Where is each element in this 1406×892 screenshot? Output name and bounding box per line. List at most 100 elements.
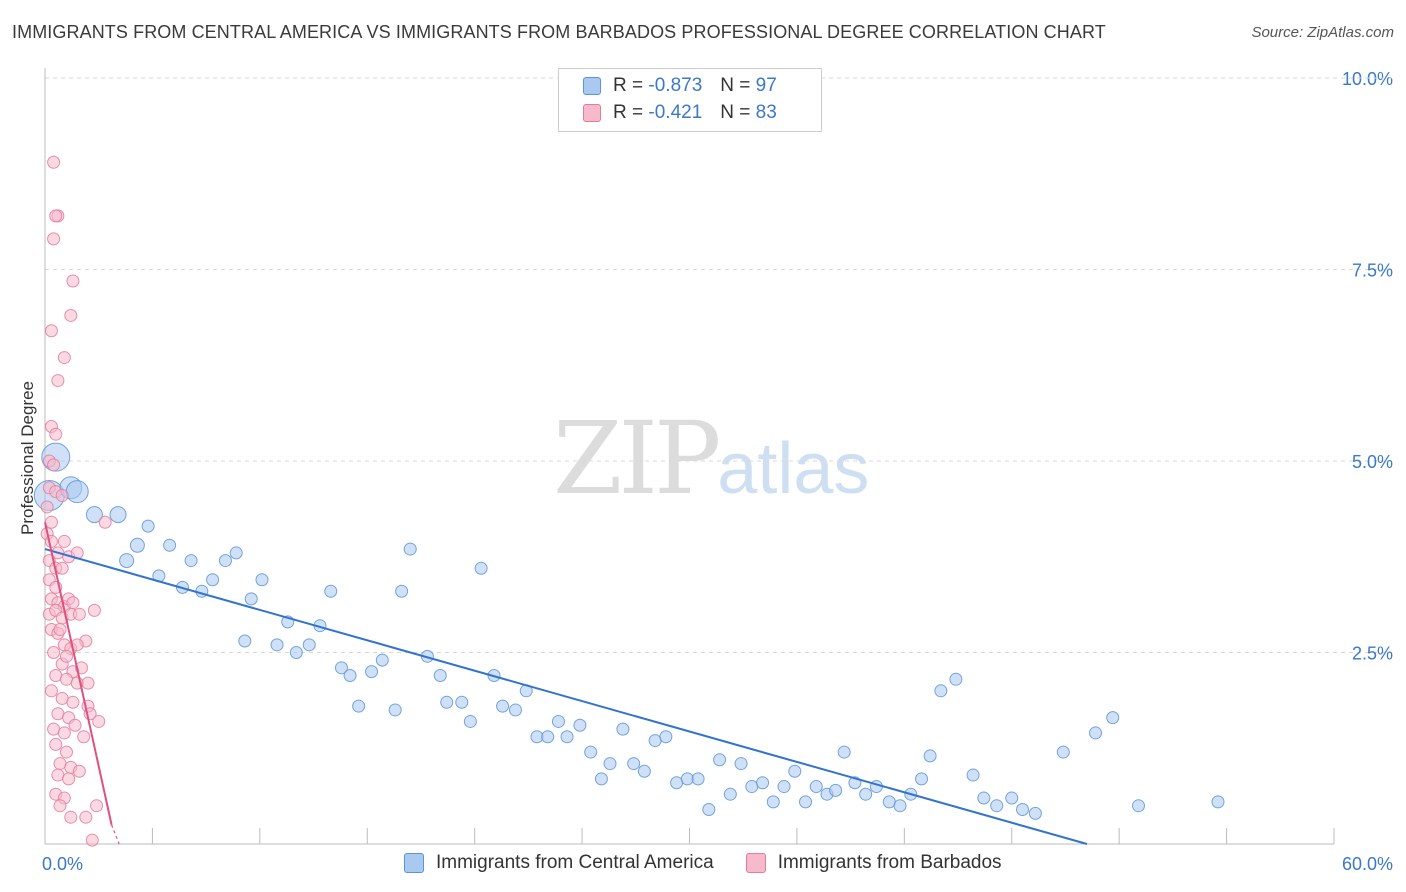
point-central-america (799, 795, 813, 809)
x-tick-label-max: 60.0% (1342, 854, 1393, 874)
point-central-america (388, 703, 402, 717)
legend-swatch-pink (583, 104, 601, 122)
point-central-america (218, 554, 232, 568)
point-central-america (923, 749, 937, 763)
point-central-america (334, 661, 348, 675)
point-barbados (66, 596, 80, 610)
point-barbados (87, 603, 101, 617)
point-central-america (670, 776, 684, 790)
legend-r-value: -0.421 (648, 102, 703, 123)
y-tick-label: 2.5% (1352, 644, 1393, 664)
point-central-america (65, 480, 89, 504)
legend-r-value: -0.873 (648, 75, 703, 96)
point-barbados (59, 649, 73, 663)
point-barbados (55, 488, 69, 502)
point-barbados (53, 757, 67, 771)
point-barbados (44, 684, 58, 698)
legend-r-label: R = (613, 75, 644, 96)
y-tick-label: 7.5% (1352, 261, 1393, 281)
point-central-america (603, 757, 617, 771)
point-central-america (184, 554, 198, 568)
legend-item-barbados[interactable]: Immigrants from Barbados (745, 852, 1002, 874)
point-central-america (403, 542, 417, 556)
point-central-america (206, 573, 220, 587)
point-central-america (966, 768, 980, 782)
legend-label: Immigrants from Barbados (777, 852, 1002, 873)
point-central-america (809, 780, 823, 794)
point-barbados (51, 374, 65, 388)
point-central-america (455, 695, 469, 709)
point-barbados (49, 668, 63, 682)
point-central-america (680, 772, 694, 786)
point-barbados (51, 768, 65, 782)
point-barbados (51, 707, 65, 721)
point-barbados (72, 764, 86, 778)
point-barbados (47, 458, 61, 472)
point-central-america (837, 745, 851, 759)
point-central-america (691, 772, 705, 786)
legend-label: Immigrants from Central America (436, 852, 714, 873)
point-central-america (915, 772, 929, 786)
point-central-america (474, 561, 488, 575)
point-barbados (44, 324, 58, 338)
point-central-america (1132, 799, 1146, 813)
point-central-america (859, 787, 873, 801)
watermark-zip: ZIP (553, 400, 721, 517)
series-legend: Immigrants from Central America Immigran… (404, 852, 1034, 874)
legend-item-central-america[interactable]: Immigrants from Central America (404, 852, 714, 874)
point-barbados (49, 737, 63, 751)
point-central-america (541, 730, 555, 744)
point-central-america (893, 799, 907, 813)
stats-legend: R = -0.873 N = 97 R = -0.421 N = 83 (558, 68, 822, 132)
legend-swatch-blue (404, 853, 424, 873)
trendline-barbados-extension (111, 824, 120, 845)
point-barbados (66, 274, 80, 288)
source-label: Source: ZipAtlas.com (1251, 24, 1394, 41)
y-tick-label: 10.0% (1342, 69, 1393, 89)
legend-swatch-blue (583, 77, 601, 95)
legend-n-value: 83 (755, 102, 777, 123)
point-central-america (573, 718, 587, 732)
point-barbados (81, 676, 95, 690)
point-barbados (57, 726, 71, 740)
point-barbados (64, 810, 78, 824)
point-central-america (270, 638, 284, 652)
point-barbados (47, 155, 61, 169)
point-central-america (463, 714, 477, 728)
point-central-america (289, 646, 303, 659)
point-central-america (734, 757, 748, 771)
watermark: ZIPatlas (553, 400, 869, 517)
point-central-america (560, 730, 574, 744)
point-central-america (352, 699, 366, 713)
point-central-america (551, 714, 565, 728)
legend-n-label: N = (720, 102, 751, 123)
point-central-america (440, 695, 454, 709)
chart-title: IMMIGRANTS FROM CENTRAL AMERICA VS IMMIG… (12, 22, 1106, 42)
point-barbados (57, 351, 71, 365)
point-central-america (977, 791, 991, 805)
point-barbados (40, 500, 54, 514)
point-central-america (829, 783, 843, 797)
point-central-america (375, 653, 389, 667)
trendline-central-america (44, 548, 1088, 845)
point-central-america (530, 730, 544, 744)
point-barbados (72, 607, 86, 621)
point-central-america (723, 787, 737, 801)
point-central-america (1106, 711, 1120, 725)
point-central-america (129, 537, 145, 553)
trendline-barbados (44, 522, 113, 826)
point-barbados (92, 714, 106, 728)
point-barbados (49, 209, 63, 223)
point-central-america (244, 592, 258, 606)
legend-swatch-pink (745, 853, 766, 873)
legend-r-label: R = (613, 102, 644, 123)
point-barbados (53, 623, 67, 637)
point-central-america (627, 757, 641, 771)
point-barbados (55, 691, 69, 705)
point-barbados (62, 772, 76, 786)
point-central-america (1056, 745, 1070, 759)
point-central-america (777, 780, 791, 794)
point-barbados (66, 695, 80, 709)
point-barbados (55, 561, 69, 575)
point-central-america (496, 699, 510, 713)
